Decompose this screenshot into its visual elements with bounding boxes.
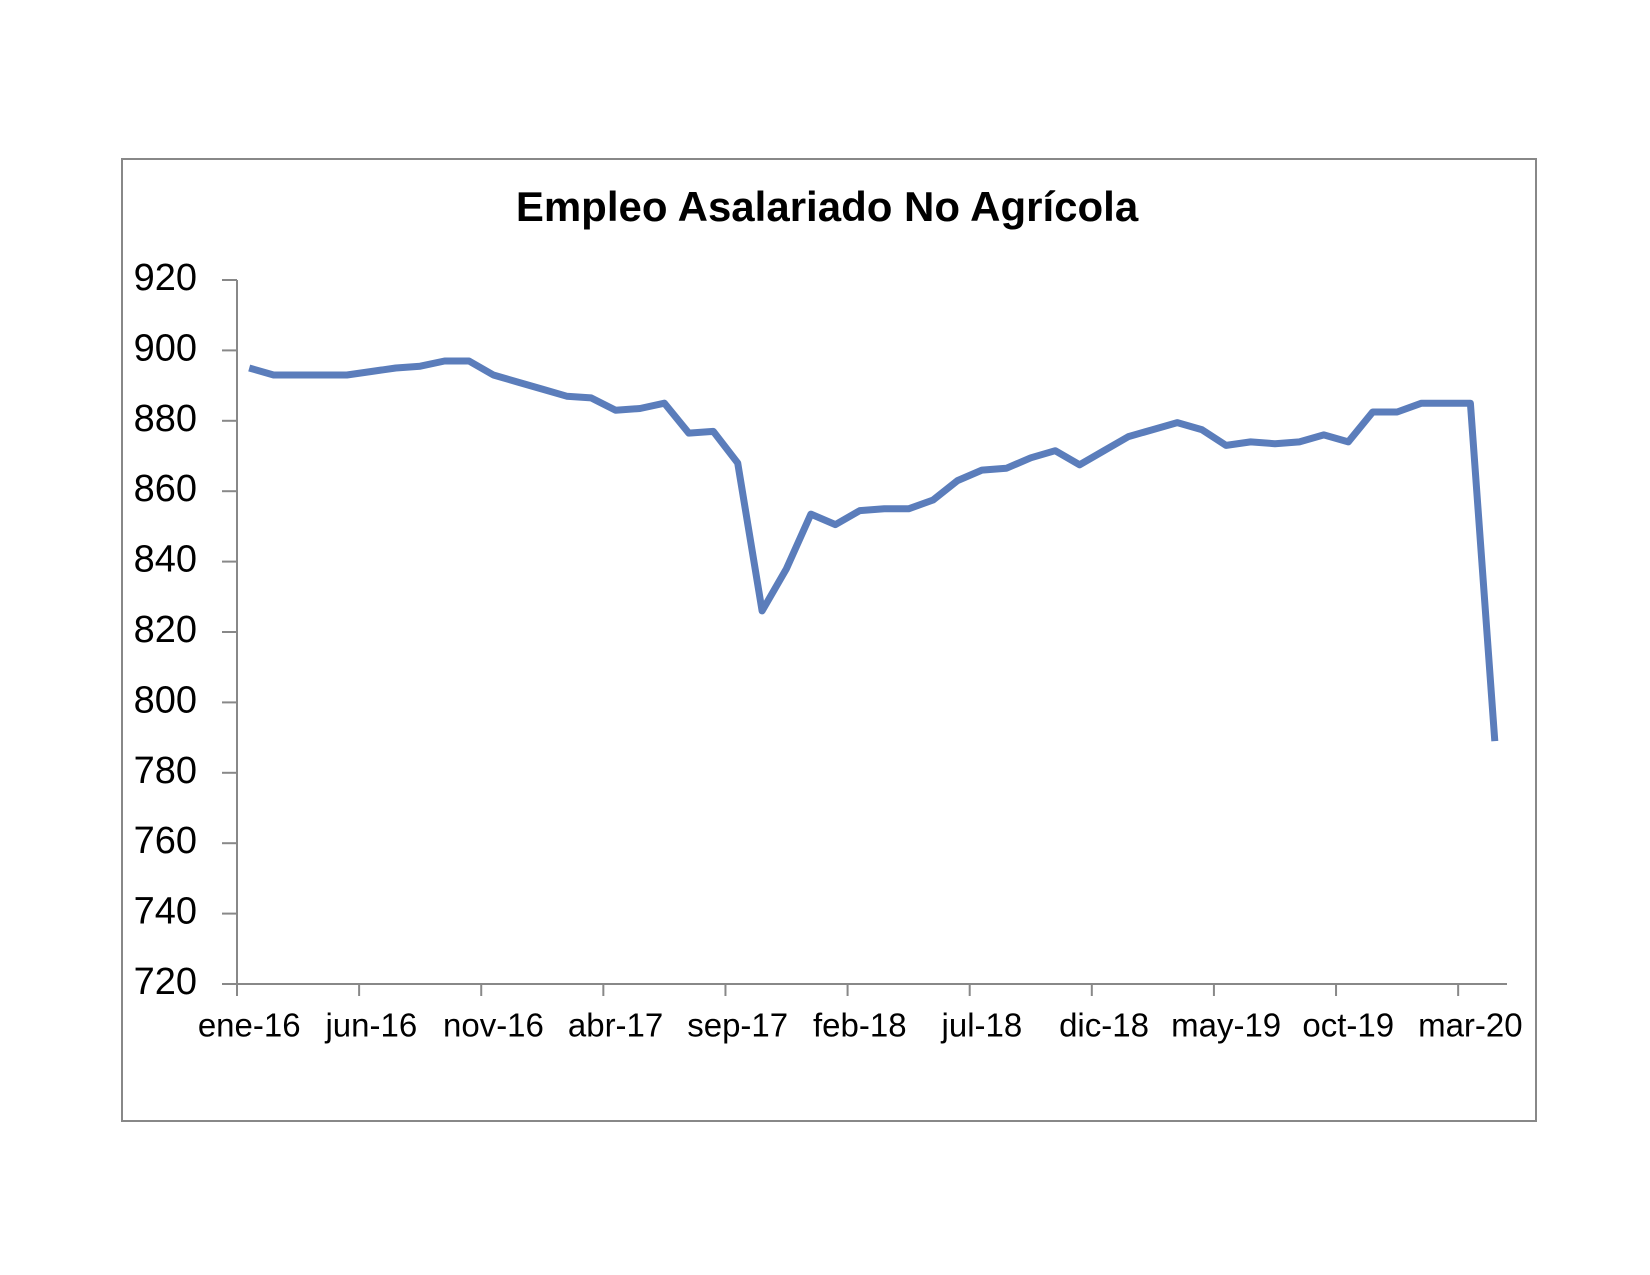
x-tick-label: nov-16 bbox=[443, 1007, 544, 1044]
x-tick-label: jul-18 bbox=[941, 1007, 1023, 1044]
y-tick-label: 880 bbox=[134, 398, 197, 440]
chart-title: Empleo Asalariado No Agrícola bbox=[516, 183, 1139, 230]
x-tick-label: ene-16 bbox=[198, 1007, 301, 1044]
y-tick-label: 800 bbox=[134, 679, 197, 721]
y-tick-label: 760 bbox=[134, 820, 197, 862]
y-tick-label: 920 bbox=[134, 257, 197, 299]
y-tick-label: 900 bbox=[134, 327, 197, 369]
x-tick-label: abr-17 bbox=[568, 1007, 663, 1044]
x-tick-label: feb-18 bbox=[813, 1007, 907, 1044]
y-tick-label: 780 bbox=[134, 750, 197, 792]
y-tick-label: 840 bbox=[134, 539, 197, 581]
y-tick-label: 720 bbox=[134, 961, 197, 1003]
x-tick-label: jun-16 bbox=[324, 1007, 417, 1044]
y-tick-label: 860 bbox=[134, 468, 197, 510]
y-tick-label: 740 bbox=[134, 891, 197, 933]
data-line bbox=[248, 357, 1499, 742]
x-tick-label: oct-19 bbox=[1302, 1007, 1394, 1044]
chart-frame bbox=[121, 158, 1537, 1122]
x-tick-label: mar-20 bbox=[1418, 1007, 1523, 1044]
x-tick-label: sep-17 bbox=[687, 1007, 788, 1044]
x-tick-label: may-19 bbox=[1171, 1007, 1281, 1044]
y-tick-label: 820 bbox=[134, 609, 197, 651]
x-tick-label: dic-18 bbox=[1059, 1007, 1149, 1044]
